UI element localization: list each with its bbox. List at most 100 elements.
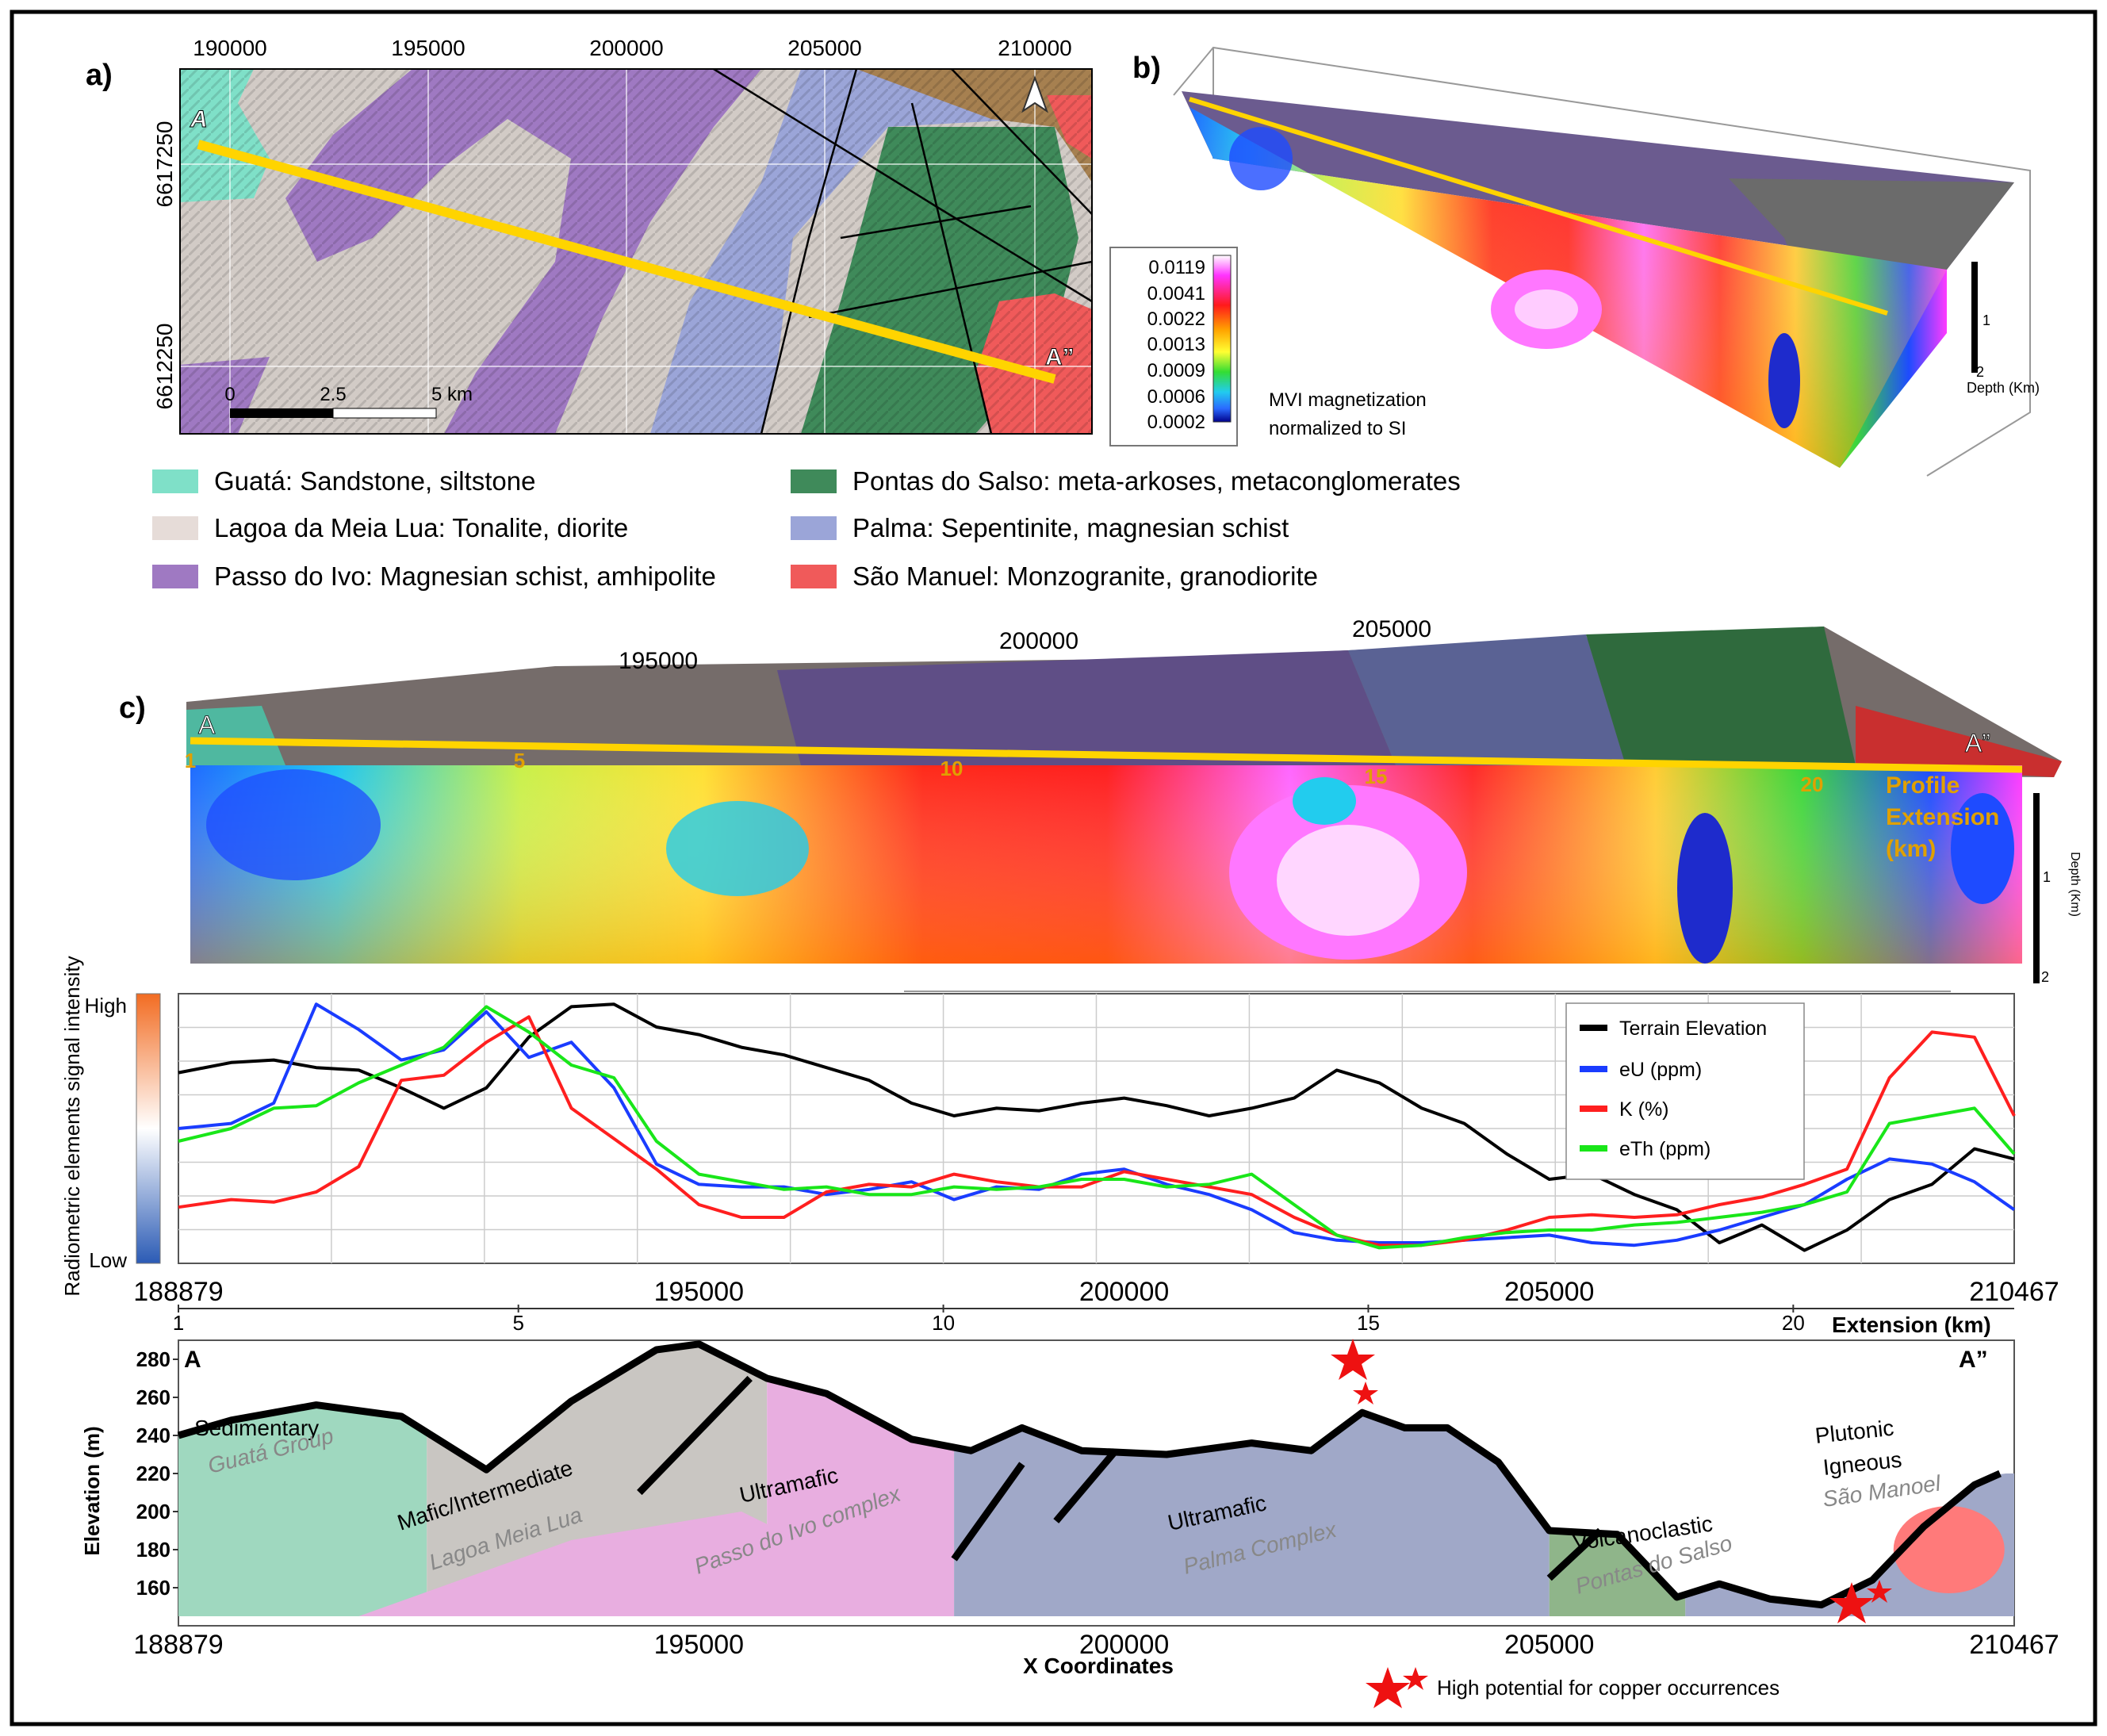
section-x-tick: 195000 bbox=[619, 648, 698, 674]
map-x-tick: 210000 bbox=[998, 36, 1071, 60]
depth-tick: 1 bbox=[1982, 312, 1990, 328]
depth-tick: 1 bbox=[2043, 869, 2051, 885]
section-x-tick: 205000 bbox=[1352, 616, 1431, 642]
extension-ticks: 1 5 10 15 20 bbox=[185, 749, 1824, 796]
colorbar-value: 0.0119 bbox=[1148, 257, 1205, 278]
section-top-guata bbox=[186, 706, 285, 765]
section-top-pontas bbox=[1586, 627, 1856, 765]
legend-swatch bbox=[152, 565, 198, 588]
y-tick-label: 220 bbox=[136, 1462, 170, 1485]
chart-high-label: High bbox=[85, 994, 127, 1017]
map-relief-texture bbox=[180, 69, 1092, 434]
geologic-unit-fill bbox=[1549, 1531, 1686, 1616]
geology-legend: Guatá: Sandstone, siltstone Lagoa da Mei… bbox=[152, 466, 1461, 591]
legend-swatch bbox=[791, 565, 837, 588]
depth-label: Depth (Km) bbox=[2068, 852, 2082, 917]
extension-tick: 1 bbox=[185, 749, 196, 772]
extension-label-line: Profile bbox=[1886, 772, 1960, 799]
x-tick-label: 200000 bbox=[1079, 1277, 1169, 1307]
radiometric-legend: Terrain Elevation eU (ppm) K (%) eTh (pp… bbox=[1565, 1002, 1805, 1180]
extension-tick: 10 bbox=[940, 757, 963, 780]
x-tick-label: 200000 bbox=[1079, 1630, 1169, 1660]
extension-label-line: (km) bbox=[1886, 836, 1936, 862]
xsec-profile-end: A” bbox=[1959, 1347, 1988, 1373]
colorbar-value: 0.0002 bbox=[1147, 412, 1205, 433]
x-tick-label: 210467 bbox=[1969, 1630, 2059, 1660]
series-line-eth-ppm- bbox=[178, 1005, 2016, 1250]
legend-item: Guatá: Sandstone, siltstone bbox=[214, 466, 535, 496]
depth-tick: 2 bbox=[2041, 969, 2049, 985]
geologic-unit-fill bbox=[178, 1405, 427, 1616]
map-x-ticks: 190000 195000 200000 205000 210000 66172… bbox=[152, 36, 1072, 410]
xsec-xlabel: X Coordinates bbox=[1023, 1654, 1174, 1678]
xsec-ylabel: Elevation (m) bbox=[80, 1426, 104, 1555]
copper-legend: High potential for copper occurrences bbox=[1366, 1667, 1779, 1708]
map-profile-start: A bbox=[190, 106, 208, 132]
legend-item: Lagoa da Meia Lua: Tonalite, diorite bbox=[214, 513, 628, 542]
section-profile-end: A” bbox=[1965, 729, 1990, 757]
x-tick-label: 188879 bbox=[133, 1277, 223, 1307]
map-x-tick: 190000 bbox=[193, 36, 266, 60]
y-tick-label: 280 bbox=[136, 1347, 170, 1371]
extension-tick-label: 10 bbox=[932, 1311, 955, 1335]
legend-swatch bbox=[152, 516, 198, 540]
geologic-unit-fill bbox=[358, 1512, 955, 1616]
legend-swatch bbox=[791, 469, 837, 493]
extension-tick-label: 5 bbox=[512, 1311, 523, 1335]
copper-star-icon bbox=[1331, 1339, 1375, 1380]
scale-label: 5 km bbox=[431, 384, 473, 405]
map-faults bbox=[713, 69, 1092, 434]
profile-line-a bbox=[197, 140, 1056, 384]
copper-legend-text: High potential for copper occurrences bbox=[1437, 1676, 1779, 1700]
x-tick-label: 210467 bbox=[1969, 1277, 2059, 1307]
panel-c-section: c) 195000 200000 205000 A A” 1 5 10 15 2… bbox=[119, 616, 2082, 992]
chart-ylabel: Radiometric elements signal intensity bbox=[60, 956, 84, 1296]
map-y-tick: 6617250 bbox=[152, 121, 177, 207]
map-x-tick: 200000 bbox=[589, 36, 663, 60]
legend-item: São Manuel: Monzogranite, granodiorite bbox=[852, 561, 1318, 591]
colorbar-value: 0.0013 bbox=[1147, 334, 1205, 355]
copper-star-icon bbox=[1829, 1582, 1874, 1623]
y-tick-label: 160 bbox=[136, 1576, 170, 1600]
legend-entry: K (%) bbox=[1619, 1098, 1669, 1121]
y-tick-label: 260 bbox=[136, 1385, 170, 1409]
geologic-cross-section: 1 5 10 15 20 Extension (km) 1601802002202402… bbox=[80, 1305, 2059, 1708]
legend-entry: eU (ppm) bbox=[1619, 1059, 1702, 1081]
chart-low-label: Low bbox=[89, 1248, 127, 1272]
y-tick-label: 240 bbox=[136, 1424, 170, 1447]
x-tick-label: 195000 bbox=[654, 1630, 744, 1660]
colorbar-value: 0.0041 bbox=[1147, 283, 1205, 305]
terrain-profile-line bbox=[177, 1340, 2002, 1609]
extension-tick-label: 20 bbox=[1782, 1311, 1805, 1335]
radiometric-scale-bar bbox=[136, 993, 161, 1264]
north-arrow-icon bbox=[1021, 75, 1048, 113]
x-tick-label: 195000 bbox=[654, 1277, 744, 1307]
legend-entry: Terrain Elevation bbox=[1619, 1017, 1767, 1040]
copper-star-icon bbox=[1366, 1667, 1410, 1708]
depth-tick: 2 bbox=[1976, 364, 1984, 380]
copper-star-icon bbox=[1867, 1580, 1892, 1603]
series-line-terrain-elevation bbox=[178, 1002, 2015, 1252]
y-tick-label: 180 bbox=[136, 1538, 170, 1562]
extension-tick: 15 bbox=[1365, 765, 1388, 788]
geologic-contact bbox=[951, 1462, 1025, 1562]
colorbar-title: normalized to SI bbox=[1269, 418, 1406, 439]
scale-label: 0 bbox=[224, 384, 235, 405]
legend-entry: eTh (ppm) bbox=[1619, 1138, 1711, 1160]
profile-line-b bbox=[1189, 97, 1888, 316]
extension-axis-label: Extension (km) bbox=[1832, 1313, 1991, 1337]
colorbar-value: 0.0022 bbox=[1147, 308, 1205, 330]
section-profile-start: A bbox=[198, 711, 216, 739]
panel-b-label: b) bbox=[1132, 52, 1161, 85]
panel-a-geologic-map: a) bbox=[86, 36, 1093, 435]
unit-label: Sedimentary bbox=[194, 1416, 319, 1440]
copper-star-icon bbox=[1353, 1382, 1378, 1405]
extension-tick-label: 15 bbox=[1357, 1311, 1380, 1335]
extension-tick-label: 1 bbox=[173, 1311, 184, 1335]
section-top-sao-manuel bbox=[1856, 706, 2062, 777]
x-tick-label: 205000 bbox=[1504, 1277, 1594, 1307]
extension-label: Profile Extension (km) bbox=[1886, 772, 1999, 862]
map-x-tick: 205000 bbox=[787, 36, 861, 60]
legend-item: Pontas do Salso: meta-arkoses, metacongl… bbox=[852, 466, 1461, 496]
